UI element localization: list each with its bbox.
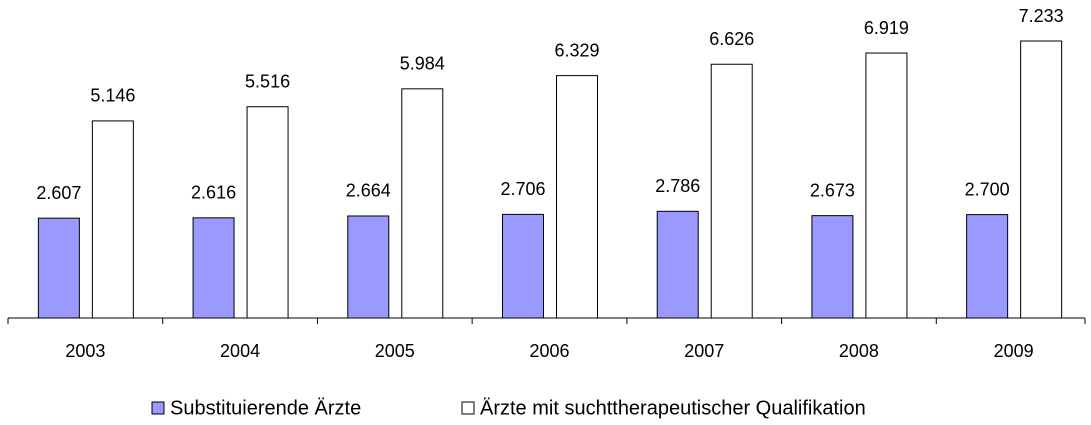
x-tick-label: 2006	[529, 341, 569, 361]
value-label: 5.516	[245, 72, 290, 92]
x-tick-label: 2004	[220, 341, 260, 361]
value-label: 5.984	[400, 54, 445, 74]
bar	[37, 217, 80, 319]
value-label: 2.700	[965, 179, 1010, 199]
bar	[556, 75, 598, 319]
legend-swatch	[461, 401, 475, 415]
value-label: 2.616	[191, 183, 236, 203]
value-label: 2.673	[810, 180, 855, 200]
value-label: 6.329	[554, 40, 599, 60]
value-label: 2.607	[36, 183, 81, 203]
x-tick-label: 2009	[994, 341, 1034, 361]
value-label: 2.706	[500, 179, 545, 199]
legend-label: Ärzte mit suchttherapeutischer Qualifika…	[480, 397, 866, 419]
x-tick-label: 2003	[65, 341, 105, 361]
value-label: 6.626	[709, 29, 754, 49]
bar	[246, 106, 289, 319]
bar	[347, 215, 390, 319]
x-tick-label: 2008	[839, 341, 879, 361]
bar	[656, 210, 699, 319]
bar	[192, 217, 235, 319]
value-label: 2.664	[346, 181, 391, 201]
bar	[865, 52, 908, 319]
value-label: 5.146	[90, 86, 135, 106]
value-label: 7.233	[1019, 6, 1064, 26]
bar	[1020, 40, 1063, 319]
legend-label: Substituierende Ärzte	[170, 397, 361, 419]
bar	[811, 215, 854, 319]
bar	[710, 63, 753, 319]
bar	[966, 214, 1009, 319]
value-label: 6.919	[864, 18, 909, 38]
bar	[401, 88, 444, 319]
bar	[91, 120, 134, 319]
bar	[502, 213, 544, 319]
value-label: 2.786	[655, 176, 700, 196]
legend-swatch	[151, 401, 165, 415]
x-tick-label: 2005	[375, 341, 415, 361]
x-tick-label: 2007	[684, 341, 724, 361]
